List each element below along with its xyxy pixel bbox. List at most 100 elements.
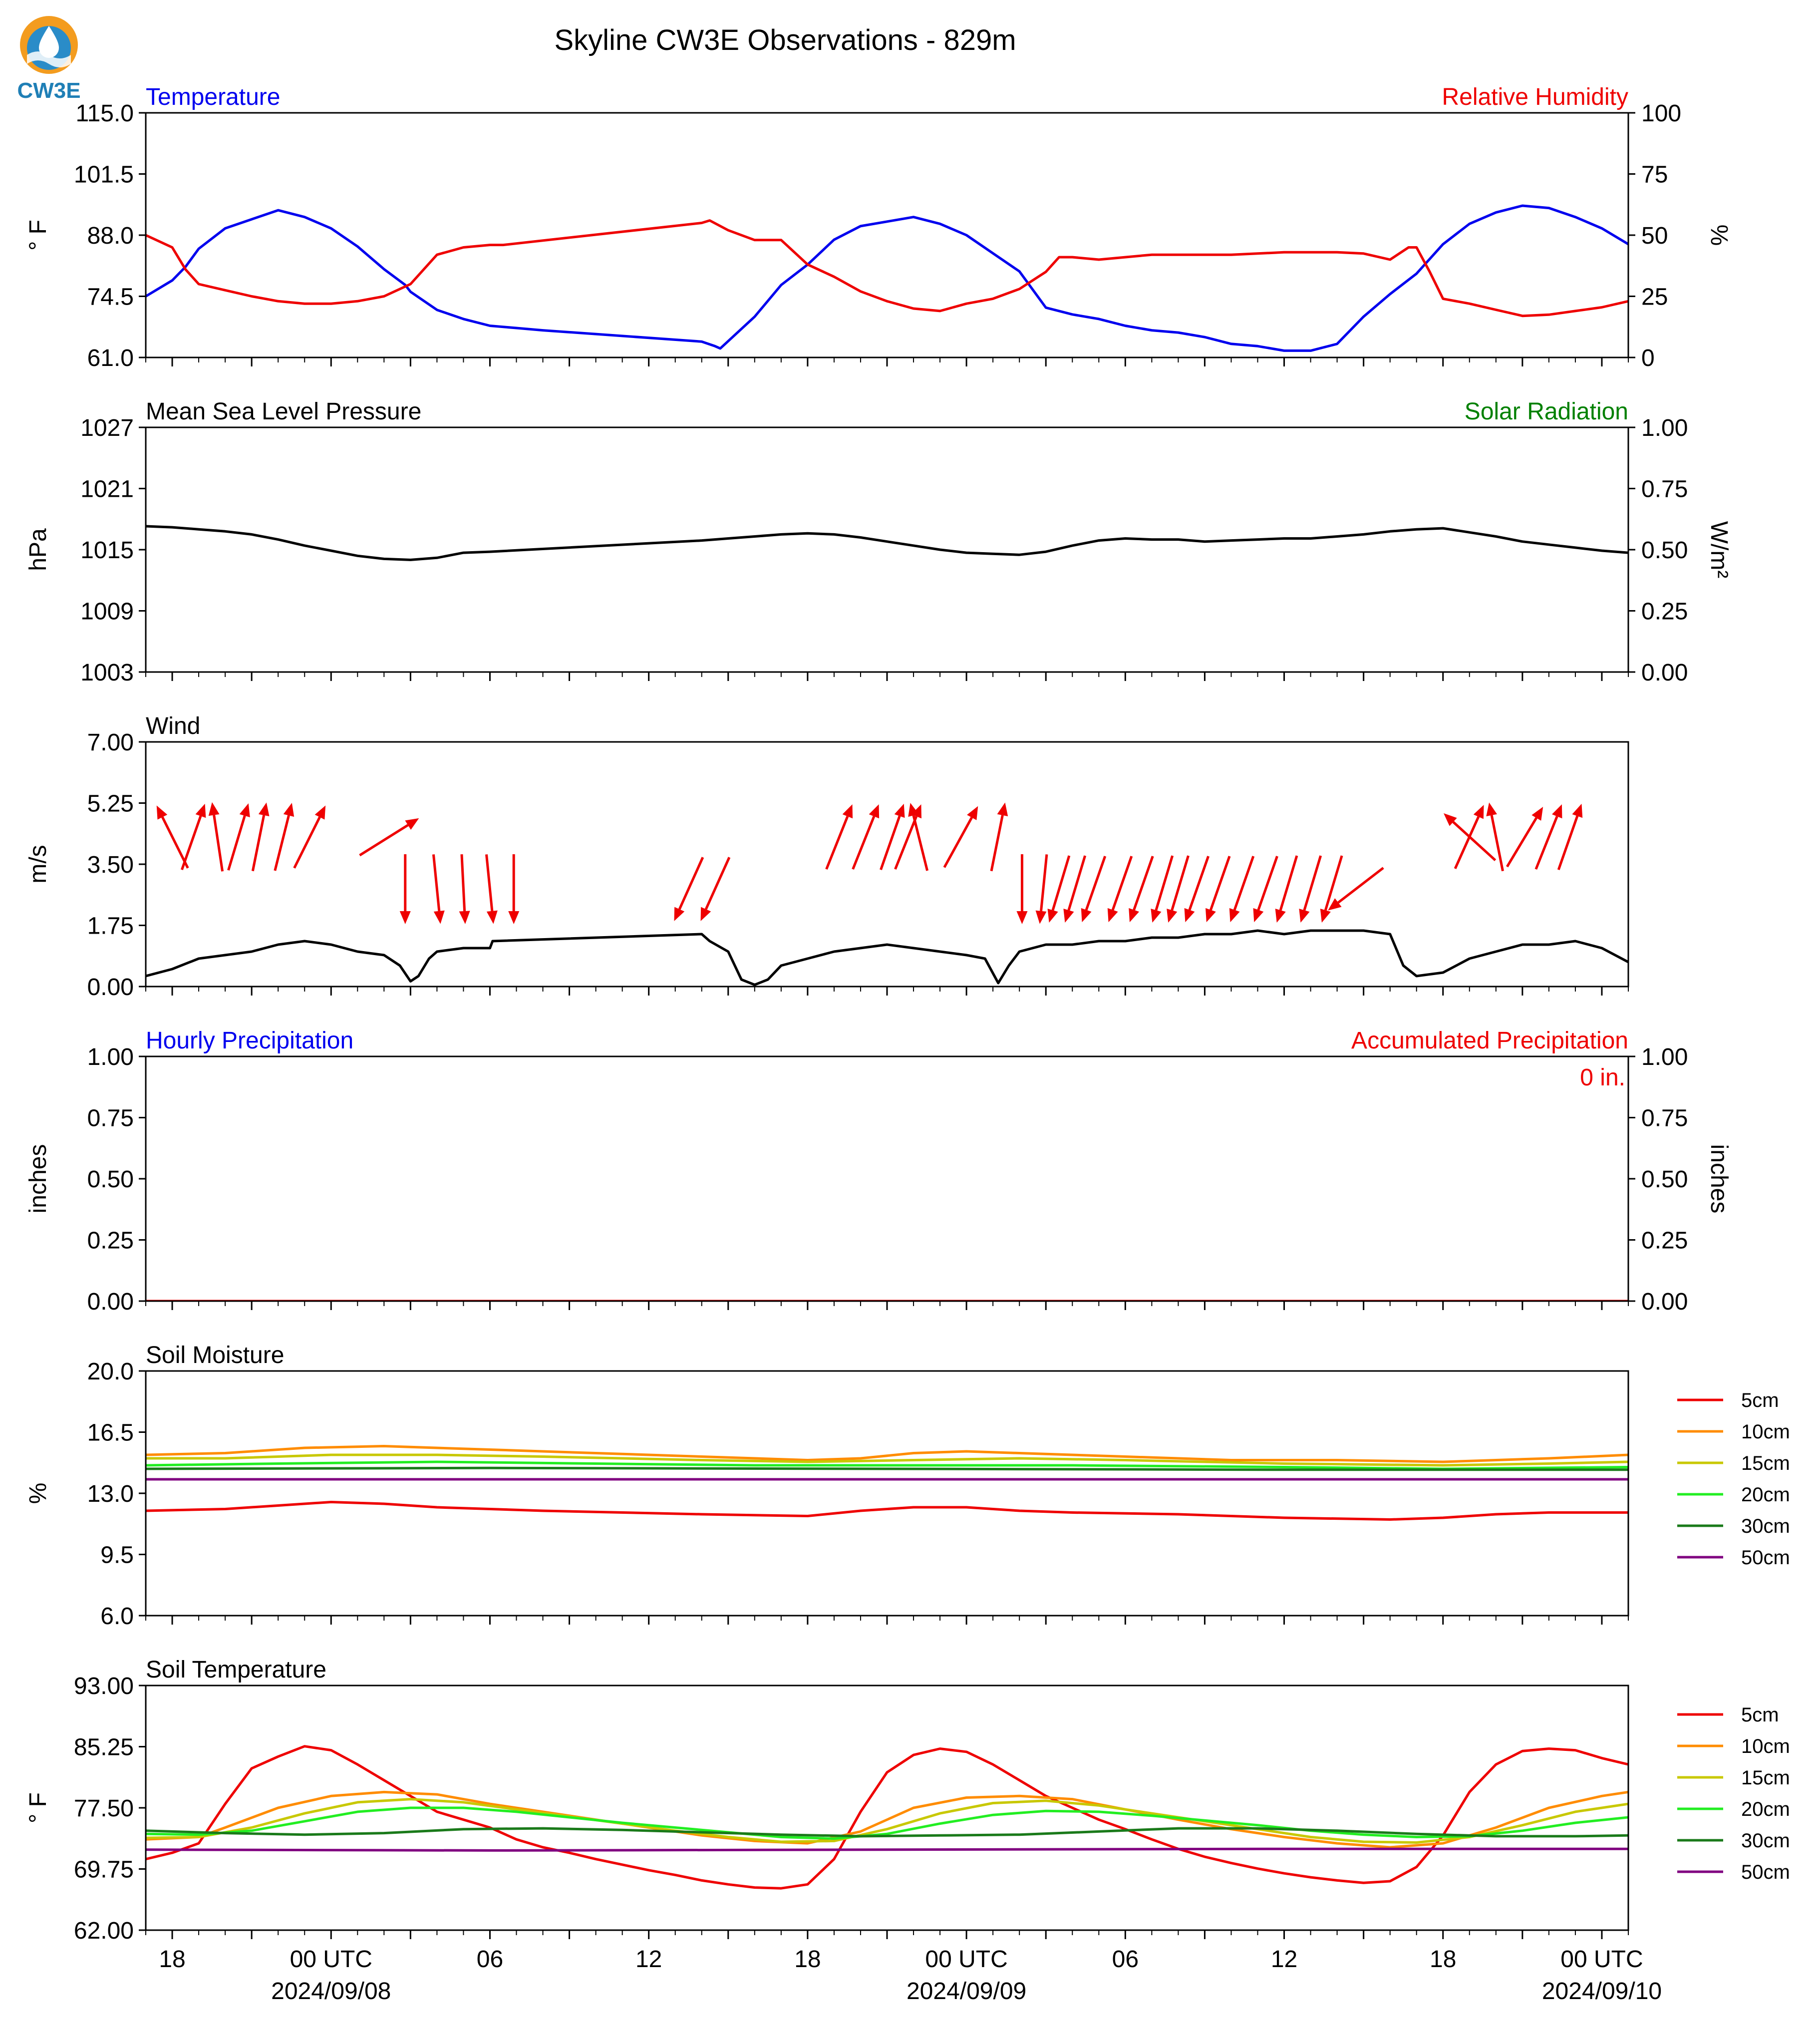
panel-title-right: Accumulated Precipitation xyxy=(1351,1027,1628,1054)
wind-arrow-shaft xyxy=(227,815,246,871)
wind-arrow xyxy=(432,854,445,924)
series-line-30cm xyxy=(146,1827,1628,1838)
panel-frame xyxy=(145,1685,1629,1931)
legend-label-15cm: 15cm xyxy=(1741,1767,1790,1789)
wind-arrow-shaft xyxy=(213,815,224,872)
wind-arrow-head xyxy=(1151,908,1162,923)
wind-arrow xyxy=(1320,855,1343,923)
wind-arrow-head xyxy=(1531,806,1543,821)
wind-arrow xyxy=(1167,855,1190,923)
y-tick-label-right: 75 xyxy=(1641,162,1668,188)
y-tick-label: 62.00 xyxy=(74,1918,134,1944)
panel-title-left: Soil Temperature xyxy=(146,1657,326,1683)
wind-arrow-shaft xyxy=(274,815,290,871)
x-tick-label: 00 UTC xyxy=(1560,1946,1643,1973)
wind-arrow xyxy=(1506,806,1543,868)
wind-arrow-head xyxy=(894,803,905,818)
x-tick-label: 18 xyxy=(794,1946,821,1973)
y-tick-label: 77.50 xyxy=(74,1795,134,1822)
legend-label-50cm: 50cm xyxy=(1741,1547,1790,1569)
wind-arrow xyxy=(156,805,189,869)
y-tick-label-right: 0.50 xyxy=(1641,537,1688,564)
wind-arrow-shaft xyxy=(293,816,321,869)
y-tick-label: 0.00 xyxy=(87,974,134,1001)
wind-arrow-shaft xyxy=(1171,855,1190,911)
y-tick-label-right: 0.00 xyxy=(1641,1289,1688,1315)
wind-arrow-shaft xyxy=(825,816,849,870)
wind-arrow-head xyxy=(1107,908,1118,923)
wind-arrow-shaft xyxy=(1133,856,1154,911)
y-axis-label: inches xyxy=(25,1144,51,1214)
series-line-10cm xyxy=(146,1790,1628,1849)
panel-frame xyxy=(145,426,1629,673)
x-tick-label: 18 xyxy=(159,1946,185,1973)
y-axis-label: % xyxy=(25,1483,51,1504)
series-line xyxy=(146,525,1628,561)
y-tick-label: 93.00 xyxy=(74,1673,134,1699)
y-axis-label-right: % xyxy=(1706,225,1732,246)
y-axis-label-right: inches xyxy=(1706,1144,1732,1214)
y-tick-label: 1.00 xyxy=(87,1044,134,1070)
wind-arrow-shaft xyxy=(1040,854,1048,912)
series-line-5cm xyxy=(146,1745,1628,1890)
wind-arrow-head xyxy=(1443,813,1457,826)
y-axis-label: ° F xyxy=(25,220,51,251)
wind-arrow-head xyxy=(486,910,498,924)
wind-arrow xyxy=(1299,855,1322,923)
y-tick-label: 0.25 xyxy=(87,1228,134,1254)
time-axis: 18 00 UTC 2024/09/08 06 12 18 00 UTC 2024/09/09… xyxy=(159,1946,1662,2005)
y-axis-label: m/s xyxy=(25,845,51,883)
series-line-15cm xyxy=(146,1453,1628,1467)
panel-title-right: Relative Humidity xyxy=(1442,84,1628,110)
accumulated-total: 0 in. xyxy=(1580,1064,1625,1091)
y-tick-label: 6.0 xyxy=(100,1603,134,1630)
panel-temperature: Temperature Relative Humidity 61.0 74.5 88.0… xyxy=(25,84,1732,371)
wind-arrow-shaft xyxy=(1303,855,1322,911)
wind-arrow-head xyxy=(508,911,520,924)
wind-arrow-head xyxy=(842,804,853,819)
series-line-15cm xyxy=(146,1798,1628,1844)
wind-arrow-shaft xyxy=(1111,856,1133,911)
wind-arrow-shaft xyxy=(180,815,202,870)
wind-arrow xyxy=(1534,804,1562,870)
wind-arrow-shaft xyxy=(678,857,704,910)
y-tick-label: 61.0 xyxy=(87,345,134,371)
legend-label-15cm: 15cm xyxy=(1741,1452,1790,1474)
panel-pressure: Mean Sea Level Pressure Solar Radiation 10… xyxy=(25,398,1732,686)
legend-label-30cm: 30cm xyxy=(1741,1830,1790,1852)
wind-arrow-head xyxy=(1206,908,1216,923)
wind-arrow xyxy=(880,803,905,870)
wind-arrow-head xyxy=(674,907,685,921)
x-date-label: 2024/09/09 xyxy=(907,1978,1026,2005)
panel-precipitation: Hourly Precipitation Accumulated Precipit… xyxy=(25,1027,1732,1315)
wind-arrow xyxy=(1081,856,1107,923)
wind-arrow-head xyxy=(1035,910,1047,924)
panel-title-left: Wind xyxy=(146,713,200,739)
y-tick-label-right: 0 xyxy=(1641,345,1655,371)
wind-arrow-head xyxy=(908,803,919,817)
panel-frame xyxy=(145,741,1629,988)
y-tick-label-right: 0.75 xyxy=(1641,476,1688,503)
wind-arrow-shaft xyxy=(1337,867,1384,904)
series-line-30cm xyxy=(146,1466,1628,1471)
wind-arrow xyxy=(1063,855,1087,923)
wind-arrow-shaft xyxy=(1506,817,1537,868)
panel-title-left: Hourly Precipitation xyxy=(146,1027,353,1054)
y-tick-label-right: 100 xyxy=(1641,100,1681,127)
wind-arrow xyxy=(1486,802,1505,872)
x-tick-label: 06 xyxy=(477,1946,503,1973)
wind-arrow xyxy=(1151,855,1174,923)
wind-arrow-head xyxy=(967,806,978,820)
x-tick-label: 18 xyxy=(1430,1946,1456,1973)
y-tick-label: 1027 xyxy=(80,415,134,441)
wind-arrow-shaft xyxy=(1452,821,1497,861)
y-tick-label: 1021 xyxy=(80,476,134,503)
wind-arrow-shaft xyxy=(880,815,901,870)
panel-title-left: Temperature xyxy=(146,84,280,110)
wind-arrow-shaft xyxy=(852,816,876,870)
y-tick-label: 115.0 xyxy=(75,100,134,127)
y-tick-label: 1009 xyxy=(80,599,134,625)
wind-arrow-shaft xyxy=(1534,816,1558,870)
y-tick-label: 9.5 xyxy=(100,1542,134,1569)
